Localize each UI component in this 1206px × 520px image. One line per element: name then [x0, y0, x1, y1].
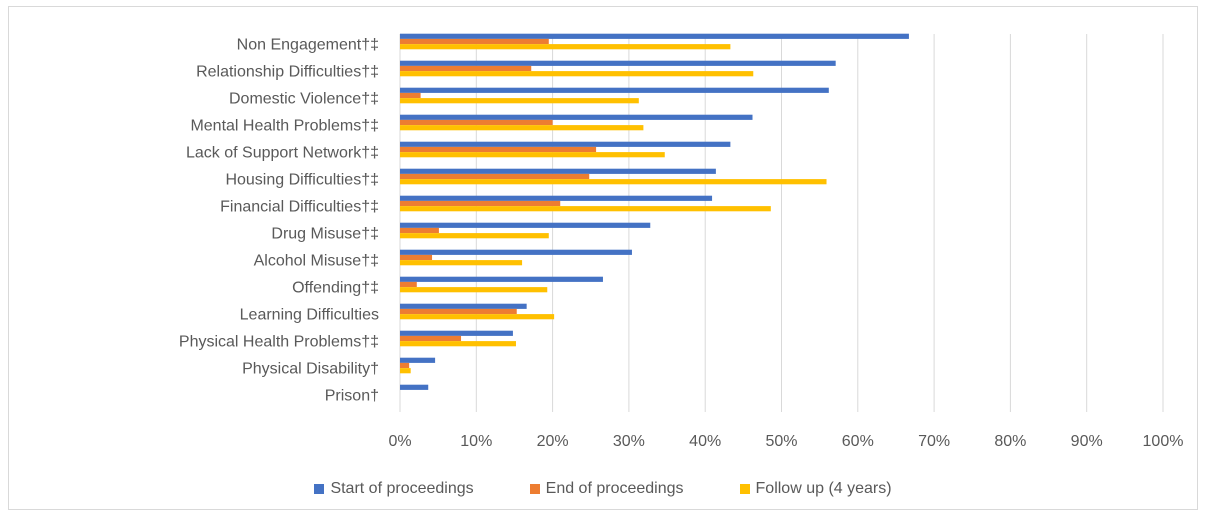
category-label: Lack of Support Network†‡ — [186, 145, 379, 162]
x-tick-label: 20% — [537, 433, 569, 450]
bar-followup — [400, 287, 548, 293]
bar-start — [400, 60, 836, 66]
category-label: Relationship Difficulties†‡ — [196, 64, 379, 81]
bar-followup — [400, 260, 523, 266]
legend-item-followup: Follow up (4 years) — [739, 480, 892, 498]
bar-followup — [400, 98, 639, 104]
category-label: Domestic Violence†‡ — [229, 91, 379, 108]
bar-end — [400, 335, 462, 342]
bar-end — [400, 173, 590, 180]
legend: Start of proceedings End of proceedings … — [0, 480, 1206, 498]
bar-start — [400, 357, 436, 363]
legend-swatch-end — [529, 484, 540, 494]
x-tick-label: 40% — [689, 433, 721, 450]
bar-followup — [400, 152, 665, 158]
category-labels: Non Engagement†‡ Relationship Difficultie… — [179, 37, 379, 405]
x-tick-label: 60% — [842, 433, 874, 450]
legend-label-followup: Follow up (4 years) — [755, 480, 892, 497]
bar-start — [400, 249, 632, 255]
bar-end — [400, 146, 597, 153]
bar-followup — [400, 341, 516, 347]
bar-start — [400, 330, 513, 336]
bar-start — [400, 384, 429, 390]
category-label: Drug Misuse†‡ — [271, 226, 379, 243]
bar-end — [400, 308, 517, 315]
bar-start — [400, 33, 909, 39]
legend-swatch-start — [314, 484, 325, 494]
category-label: Non Engagement†‡ — [237, 37, 379, 54]
category-label: Alcohol Misuse†‡ — [254, 253, 379, 270]
x-tick-label: 100% — [1143, 433, 1184, 450]
category-label: Mental Health Problems†‡ — [190, 118, 379, 135]
bar-followup — [400, 179, 827, 185]
x-tick-labels: 0% 10% 20% 30% 40% 50% 60% 70% 80% 90% 100% — [388, 433, 1183, 450]
bar-end — [400, 227, 439, 234]
bar-followup — [400, 206, 771, 212]
x-tick-label: 50% — [765, 433, 797, 450]
bar-end — [400, 92, 421, 99]
x-tick-label: 80% — [994, 433, 1026, 450]
category-label: Prison† — [325, 388, 379, 405]
bar-end — [400, 65, 532, 72]
bar-end — [400, 254, 433, 261]
x-tick-label: 90% — [1071, 433, 1103, 450]
legend-item-start: Start of proceedings — [314, 480, 474, 498]
bar-start — [400, 195, 713, 201]
category-label: Offending†‡ — [292, 280, 379, 297]
bar-followup — [400, 368, 411, 374]
x-tick-label: 30% — [613, 433, 645, 450]
bar-followup — [400, 44, 731, 50]
bar-start — [400, 222, 651, 228]
legend-label-start: Start of proceedings — [330, 480, 474, 497]
bar-end — [400, 281, 417, 288]
bar-end — [400, 119, 553, 126]
bar-start — [400, 141, 731, 147]
legend-label-end: End of proceedings — [545, 480, 684, 497]
bar-start — [400, 168, 716, 174]
legend-item-end: End of proceedings — [529, 480, 684, 498]
x-tick-label: 10% — [460, 433, 492, 450]
bars — [400, 33, 909, 390]
bar-followup — [400, 71, 754, 77]
bar-end — [400, 200, 561, 207]
bar-start — [400, 114, 753, 120]
legend-swatch-followup — [739, 484, 750, 494]
category-label: Physical Health Problems†‡ — [179, 334, 379, 351]
bar-followup — [400, 314, 555, 320]
bar-followup — [400, 125, 644, 131]
bar-end — [400, 362, 410, 369]
bar-followup — [400, 233, 549, 239]
category-label: Physical Disability† — [242, 361, 379, 378]
x-tick-label: 0% — [388, 433, 411, 450]
category-label: Learning Difficulties — [240, 307, 379, 324]
x-tick-label: 70% — [918, 433, 950, 450]
category-label: Financial Difficulties†‡ — [220, 199, 379, 216]
bar-end — [400, 38, 549, 45]
category-label: Housing Difficulties†‡ — [225, 172, 379, 189]
bar-start — [400, 87, 829, 93]
bar-start — [400, 303, 527, 309]
bar-start — [400, 276, 603, 282]
